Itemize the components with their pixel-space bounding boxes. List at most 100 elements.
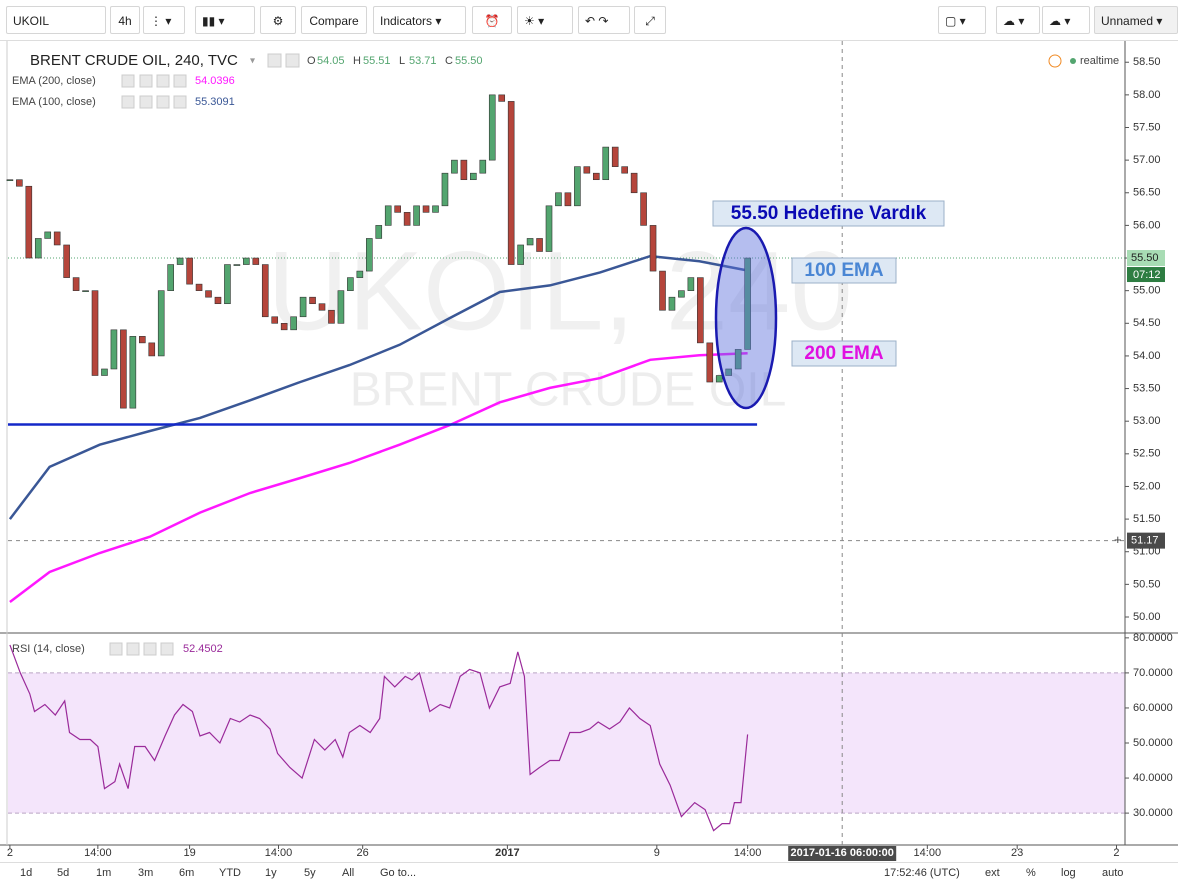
- y-tick-label: 53.00: [1133, 415, 1161, 427]
- range-button[interactable]: 5y: [304, 867, 316, 879]
- goto-button[interactable]: Go to...: [380, 867, 417, 879]
- range-button[interactable]: 1m: [96, 867, 112, 879]
- legend-icon: [173, 95, 187, 109]
- range-button[interactable]: 3m: [138, 867, 154, 879]
- candle: [167, 264, 174, 291]
- candle: [205, 290, 212, 298]
- crosshair-plus: +: [1114, 532, 1122, 547]
- warning-icon: [1048, 54, 1062, 68]
- candle: [384, 205, 392, 226]
- candle: [139, 336, 146, 344]
- candle: [91, 290, 99, 376]
- layout-button[interactable]: ▢ ▾: [938, 6, 986, 34]
- candle: [16, 179, 23, 187]
- x-tick-label: 26: [357, 847, 369, 859]
- candle: [157, 290, 165, 357]
- scale-option[interactable]: log: [1061, 867, 1076, 879]
- compare-button[interactable]: Compare: [301, 6, 367, 34]
- save-button[interactable]: ☁ ▾: [1042, 6, 1090, 34]
- idea-button[interactable]: ☀ ▾: [517, 6, 573, 34]
- annotation-box: [712, 200, 945, 227]
- range-button[interactable]: All: [342, 867, 355, 879]
- candle: [536, 238, 543, 252]
- countdown: 07:12: [1133, 269, 1161, 281]
- undo-redo[interactable]: ↶ ↷: [578, 6, 630, 34]
- candle: [507, 101, 515, 265]
- ohlc-value: 55.51: [363, 55, 391, 67]
- title-dropdown: ▾: [250, 56, 255, 67]
- candle: [375, 225, 383, 239]
- candle: [110, 329, 118, 370]
- x-tick-label: 23: [1011, 847, 1023, 859]
- interval-button[interactable]: 4h: [110, 6, 140, 34]
- candle: [583, 166, 591, 174]
- candle: [72, 277, 80, 291]
- legend-icon: [121, 74, 135, 88]
- x-tick-label: 14:00: [84, 847, 112, 859]
- y-tick-label: 52.00: [1133, 480, 1161, 492]
- legend-value: 54.0396: [195, 75, 235, 87]
- alert-button[interactable]: ⏰: [472, 6, 512, 34]
- interval-dropdown[interactable]: ⋮ ▾: [143, 6, 185, 34]
- y-tick-label: 57.50: [1133, 121, 1161, 133]
- layout-name[interactable]: Unnamed ▾: [1094, 6, 1178, 34]
- candle: [564, 192, 572, 207]
- annotation-box: [791, 340, 897, 367]
- legend-icon: [285, 53, 300, 68]
- scale-option[interactable]: auto: [1102, 867, 1124, 879]
- y-tick-label: 51.00: [1133, 546, 1161, 558]
- target-ellipse: [714, 226, 778, 410]
- range-button[interactable]: 5d: [57, 867, 70, 879]
- candle: [403, 212, 411, 226]
- candle: [697, 277, 704, 344]
- candle: [186, 257, 193, 285]
- chart-title: BRENT CRUDE OIL, 240, TVC: [30, 52, 238, 69]
- x-tick-label: 19: [183, 847, 195, 859]
- range-button[interactable]: 1d: [20, 867, 33, 879]
- x-tick-label: 14:00: [734, 847, 762, 859]
- candle: [545, 205, 553, 252]
- candle: [611, 146, 619, 167]
- settings-button[interactable]: ⚙: [260, 6, 296, 34]
- load-button[interactable]: ☁ ▾: [996, 6, 1040, 34]
- range-button[interactable]: 1y: [265, 867, 277, 879]
- layout-name-text: Unnamed: [1101, 14, 1154, 28]
- candle: [233, 264, 241, 266]
- candle: [413, 205, 420, 226]
- x-tick-label: 9: [654, 847, 660, 859]
- candle: [347, 277, 354, 291]
- ema-line: [8, 254, 748, 520]
- candle: [734, 349, 742, 370]
- ohlc-value: 55.50: [455, 55, 483, 67]
- scale-option[interactable]: ext: [985, 867, 1000, 879]
- y-tick-label: 55.00: [1133, 285, 1161, 297]
- legend-icon: [173, 74, 187, 88]
- symbol-input[interactable]: UKOIL: [6, 6, 106, 34]
- range-button[interactable]: YTD: [219, 867, 241, 879]
- x-tick-label: 14:00: [914, 847, 942, 859]
- candle: [25, 185, 33, 259]
- candle: [725, 368, 733, 376]
- candle: [668, 296, 676, 311]
- indicators-button[interactable]: Indicators ▾: [373, 6, 466, 34]
- rsi-line: [9, 644, 749, 832]
- y-tick-label: 30.0000: [1133, 807, 1173, 819]
- legend-name: EMA (100, close): [12, 96, 96, 108]
- range-button[interactable]: 6m: [179, 867, 195, 879]
- legend-value: 55.3091: [195, 96, 235, 108]
- candle: [53, 231, 61, 246]
- legend-icon: [126, 642, 140, 656]
- candle: [451, 159, 458, 174]
- fullscreen-button[interactable]: ⤢: [634, 6, 666, 34]
- y-tick-label: 60.0000: [1133, 702, 1173, 714]
- candle: [148, 342, 156, 357]
- candle: [224, 264, 231, 305]
- candle: [574, 166, 581, 207]
- scale-option[interactable]: %: [1026, 867, 1036, 879]
- candle: [555, 192, 562, 207]
- candle: [687, 277, 695, 291]
- chart-style-button[interactable]: ▮▮ ▾: [195, 6, 255, 34]
- last-price-label: 55.50: [1131, 252, 1159, 264]
- candle: [120, 329, 127, 409]
